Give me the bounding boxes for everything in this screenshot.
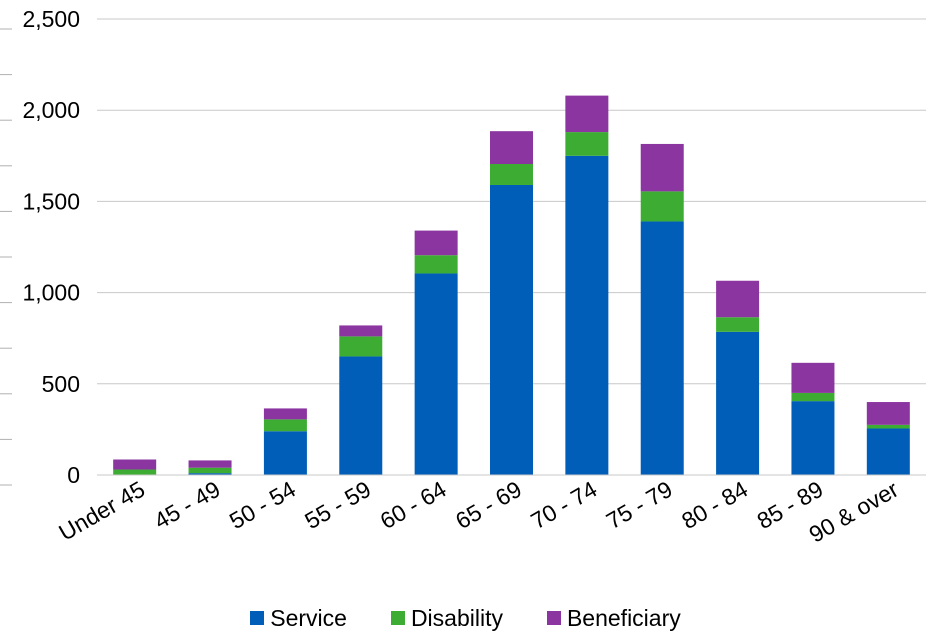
x-tick-label: 80 - 84 xyxy=(677,476,752,534)
bar-segment-service xyxy=(490,184,533,475)
legend-label-disability: Disability xyxy=(410,604,503,631)
x-tick-label: 60 - 64 xyxy=(376,476,451,534)
bar-segment-service xyxy=(188,473,232,475)
bar-segment-service xyxy=(791,401,835,475)
bar-segment-beneficiary xyxy=(490,131,533,165)
bar-segment-beneficiary xyxy=(188,460,232,468)
y-tick-label: 1,000 xyxy=(22,280,80,306)
bar-segment-beneficiary xyxy=(414,230,458,256)
bar-segment-beneficiary xyxy=(716,280,760,318)
x-tick-label: 75 - 79 xyxy=(602,476,677,534)
legend-swatch-service xyxy=(250,611,265,625)
legend-swatch-disability xyxy=(390,611,405,625)
bar-segment-beneficiary xyxy=(565,95,609,133)
bar-segment-disability xyxy=(113,469,157,475)
bar-segment-service xyxy=(263,431,307,475)
bars-layer xyxy=(113,95,910,476)
legend-label-service: Service xyxy=(270,604,347,631)
bar-segment-beneficiary xyxy=(866,402,910,425)
y-tick-label: 1,500 xyxy=(22,188,80,214)
bar-segment-disability xyxy=(716,317,760,332)
legend-item-beneficiary: Beneficiary xyxy=(546,604,681,632)
bar-segment-beneficiary xyxy=(791,362,835,393)
y-tick-label: 2,000 xyxy=(22,97,80,123)
x-tick-label: 55 - 59 xyxy=(300,476,375,534)
legend-label-beneficiary: Beneficiary xyxy=(566,604,681,631)
bar-segment-disability xyxy=(791,392,835,402)
bar-segment-disability xyxy=(490,164,533,185)
bar-segment-disability xyxy=(414,255,458,274)
bar-segment-service xyxy=(866,428,910,475)
bar-segment-disability xyxy=(263,419,307,432)
x-tick-label: 50 - 54 xyxy=(225,476,300,534)
bar-segment-disability xyxy=(188,467,232,474)
bar-segment-disability xyxy=(866,424,910,429)
bar-segment-service xyxy=(339,356,383,475)
y-tick-label: 0 xyxy=(67,462,80,488)
bar-segment-beneficiary xyxy=(640,143,684,192)
y-tick-label: 500 xyxy=(42,371,80,397)
bar-segment-service xyxy=(716,331,760,475)
x-tick-label: 45 - 49 xyxy=(150,476,225,534)
bar-segment-disability xyxy=(565,132,609,156)
bar-segment-beneficiary xyxy=(113,459,157,470)
legend-swatch-beneficiary xyxy=(546,611,561,625)
x-tick-label: 70 - 74 xyxy=(526,476,601,534)
bar-segment-beneficiary xyxy=(263,408,307,420)
bar-segment-service xyxy=(565,155,609,476)
bar-segment-disability xyxy=(640,191,684,222)
legend-item-disability: Disability xyxy=(390,604,503,632)
bar-segment-service xyxy=(414,273,458,475)
chart-legend: Service Disability Beneficiary xyxy=(0,598,931,638)
bar-segment-beneficiary xyxy=(339,325,383,337)
bar-segment-disability xyxy=(339,336,383,357)
legend-item-service: Service xyxy=(250,605,347,632)
y-tick-label: 2,500 xyxy=(22,6,80,32)
bar-segment-service xyxy=(640,221,684,475)
x-tick-label: 65 - 69 xyxy=(451,476,526,534)
